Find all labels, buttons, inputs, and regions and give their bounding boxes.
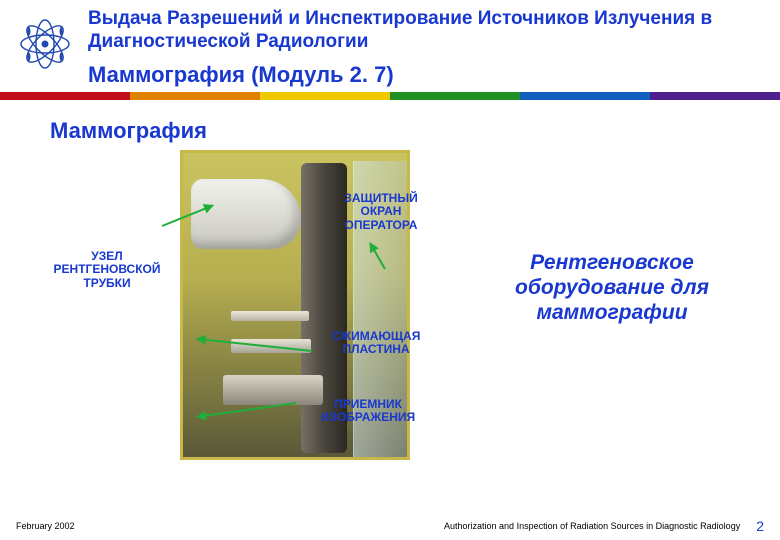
footer-page-number: 2 bbox=[756, 518, 764, 534]
footer-date: February 2002 bbox=[16, 521, 75, 531]
slide-footer: February 2002 Authorization and Inspecti… bbox=[0, 518, 780, 534]
section-heading: Маммография bbox=[50, 118, 780, 144]
slide-subtitle: Маммография (Модуль 2. 7) bbox=[88, 62, 770, 88]
iaea-logo-icon bbox=[10, 8, 80, 80]
footer-source: Authorization and Inspection of Radiatio… bbox=[75, 521, 757, 531]
equipment-caption: Рентгеновское оборудование для маммограф… bbox=[462, 250, 762, 326]
content-area: УЗЕЛРЕНТГЕНОВСКОЙТРУБКИ ЗАЩИТНЫЙОКРАНОПЕ… bbox=[0, 150, 780, 480]
rainbow-divider bbox=[0, 92, 780, 100]
slide-title: Выдача Разрешений и Инспектирование Исто… bbox=[88, 8, 770, 54]
label-xray-tube: УЗЕЛРЕНТГЕНОВСКОЙТРУБКИ bbox=[42, 250, 172, 291]
label-compression-plate: СЖИМАЮЩАЯПЛАСТИНА bbox=[316, 330, 436, 358]
label-operator-shield: ЗАЩИТНЫЙОКРАНОПЕРАТОРА bbox=[326, 192, 436, 233]
label-image-receiver: ПРИЕМНИКИЗОБРАЖЕНИЯ bbox=[298, 398, 438, 426]
